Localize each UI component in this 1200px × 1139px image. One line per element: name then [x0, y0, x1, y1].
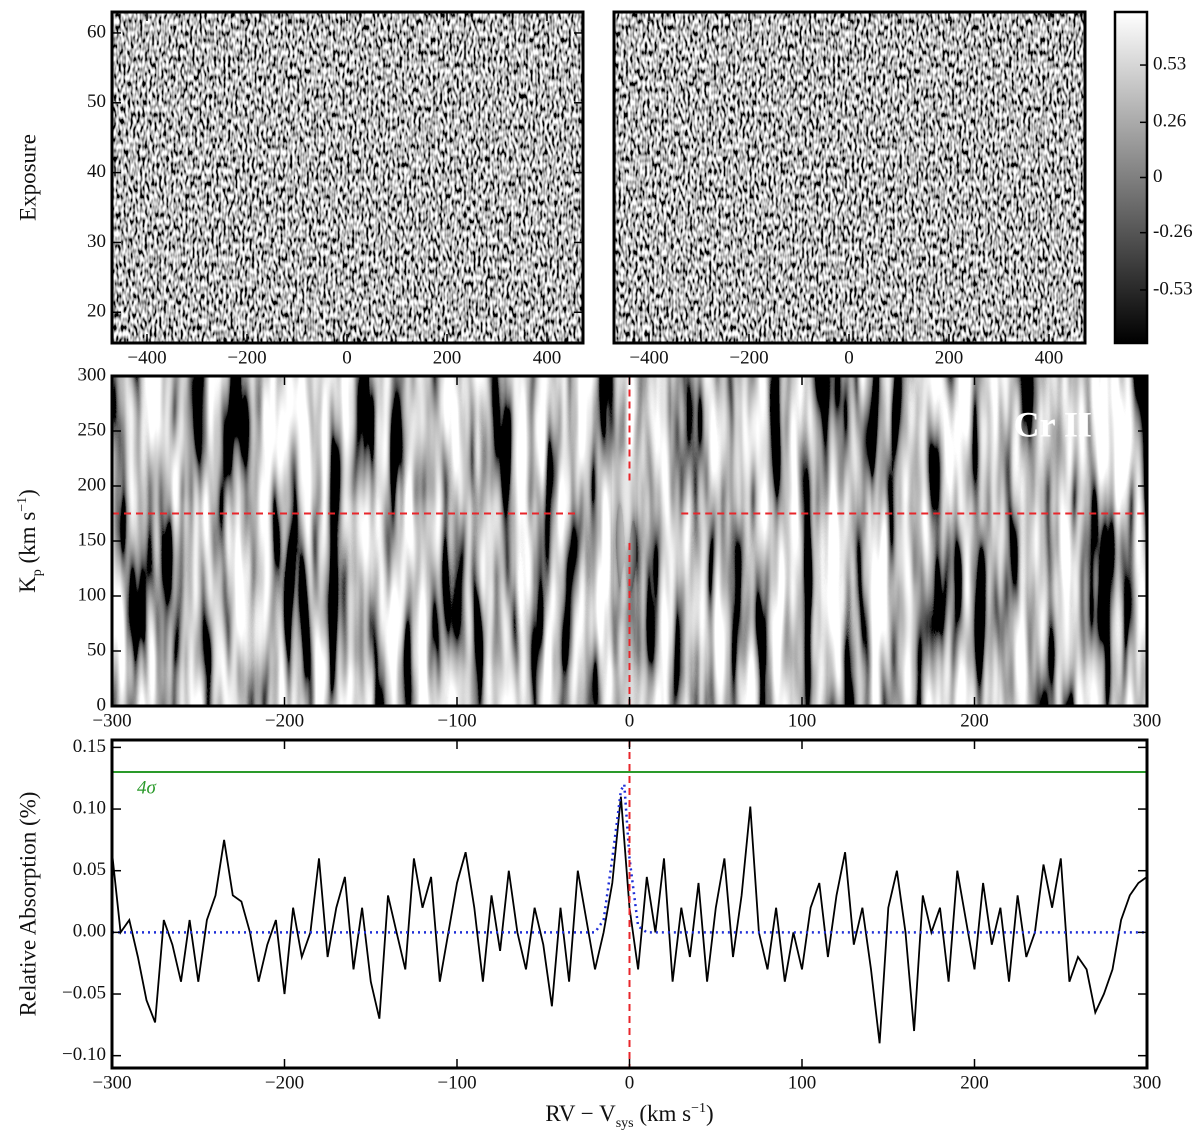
y-tick-label: 60	[87, 21, 106, 42]
x-tick-label: −100	[437, 1072, 476, 1093]
heatmap-image	[112, 12, 583, 343]
y-tick-label: 0.15	[73, 736, 106, 757]
y-tick-label: 200	[78, 474, 107, 495]
colorbar-tick-label: -0.53	[1153, 278, 1193, 299]
label-part: p	[30, 569, 45, 576]
colorbar-tick-label: 0.53	[1153, 53, 1186, 74]
y-tick-label: 0.00	[73, 921, 106, 942]
y-tick-label: 50	[87, 639, 106, 660]
x-tick-label: 400	[533, 347, 562, 368]
y-tick-label: 20	[87, 301, 106, 322]
y-tick-label: −0.05	[62, 982, 106, 1003]
x-tick-label: 200	[960, 1072, 989, 1093]
axis-label: RV − Vsys (km s−1)	[545, 1101, 713, 1131]
label-part: (km s	[634, 1101, 692, 1126]
x-tick-label: −200	[729, 347, 768, 368]
colorbar-tick-label: 0	[1153, 166, 1163, 187]
y-tick-label: 0.10	[73, 797, 106, 818]
x-tick-label: −200	[265, 710, 304, 731]
y-axis-label: Relative Absorption (%)	[15, 792, 40, 1017]
label-part: )	[15, 489, 40, 497]
colorbar-tick-label: 0.26	[1153, 111, 1186, 132]
x-tick-label: −100	[437, 710, 476, 731]
signal-glow	[614, 451, 635, 611]
x-tick-label: −200	[227, 347, 266, 368]
x-tick-label: 400	[1035, 347, 1064, 368]
label-part: −1	[691, 1101, 706, 1116]
y-axis-label: Exposure	[15, 134, 40, 221]
colorbar-tick-label: -0.26	[1153, 221, 1193, 242]
label-part: K	[15, 576, 40, 593]
y-tick-label: 40	[87, 161, 106, 182]
label-part: )	[706, 1101, 714, 1126]
x-tick-label: 200	[935, 347, 964, 368]
x-tick-label: 0	[625, 710, 635, 731]
label-part: RV − V	[545, 1101, 616, 1126]
y-tick-label: 30	[87, 231, 106, 252]
axis-label: Kp (km s−1)	[15, 489, 45, 593]
x-tick-label: 200	[433, 347, 462, 368]
x-tick-label: 0	[844, 347, 854, 368]
x-tick-label: −200	[265, 1072, 304, 1093]
x-tick-label: −300	[92, 1072, 131, 1093]
y-tick-label: 300	[78, 364, 107, 385]
y-tick-label: 0	[97, 694, 107, 715]
y-tick-label: 150	[78, 529, 107, 550]
x-tick-label: 100	[788, 1072, 817, 1093]
data-line	[111, 796, 1148, 1044]
y-tick-label: 250	[78, 419, 107, 440]
label-part: (km s	[15, 512, 40, 570]
y-tick-label: 50	[87, 91, 106, 112]
x-tick-label: −400	[629, 347, 668, 368]
x-tick-label: 0	[625, 1072, 635, 1093]
x-tick-label: 200	[960, 710, 989, 731]
x-tick-label: 0	[342, 347, 352, 368]
x-tick-label: 300	[1133, 710, 1162, 731]
y-tick-label: 0.05	[73, 859, 106, 880]
y-tick-label: 100	[78, 584, 107, 605]
x-tick-label: 100	[788, 710, 817, 731]
heatmap-image	[614, 12, 1085, 343]
label-part: sys	[616, 1116, 634, 1131]
x-tick-label: −400	[127, 347, 166, 368]
label-part: −1	[15, 497, 30, 512]
y-tick-label: −0.10	[62, 1044, 106, 1065]
x-tick-label: −300	[92, 710, 131, 731]
threshold-label: 4σ	[137, 777, 157, 798]
species-label: Cr II	[1014, 404, 1092, 444]
x-tick-label: 300	[1133, 1072, 1162, 1093]
